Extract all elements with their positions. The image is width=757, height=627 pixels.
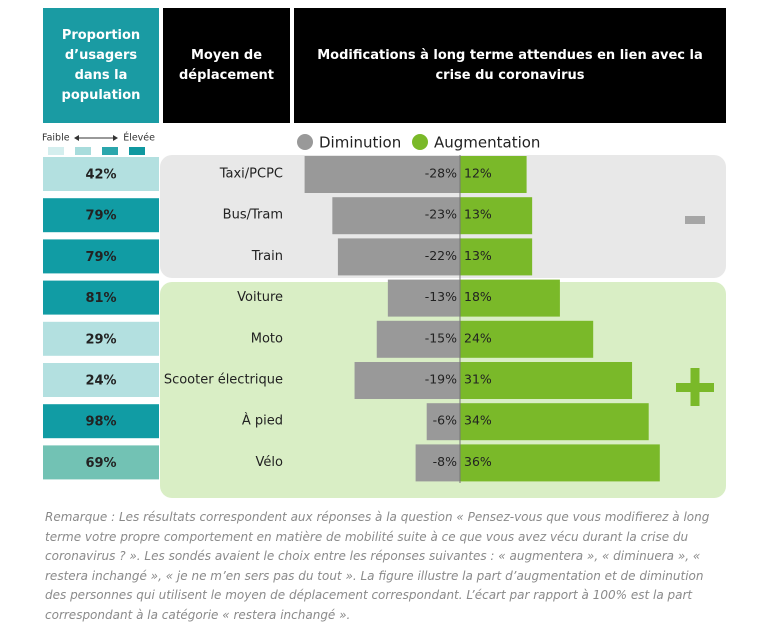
proportion-label: 79% — [85, 209, 116, 224]
proportion-label: 81% — [85, 291, 116, 306]
category-label: À pied — [242, 413, 283, 429]
proportion-box — [43, 157, 159, 191]
proportion-label: 24% — [85, 374, 116, 389]
value-label: 13% — [464, 207, 492, 222]
value-label: 34% — [464, 413, 492, 428]
bar — [460, 320, 594, 358]
scale-swatch — [129, 147, 145, 155]
legend-label: Augmentation — [434, 134, 540, 152]
proportion-label: 29% — [85, 332, 116, 347]
bar — [376, 320, 460, 358]
value-label: -8% — [433, 454, 457, 469]
scale-swatch — [75, 147, 91, 155]
value-label: -22% — [425, 248, 457, 263]
bar — [304, 156, 460, 193]
plus-sign-v — [690, 368, 700, 406]
bar — [460, 156, 527, 193]
value-label: -6% — [433, 413, 457, 428]
category-label: Train — [251, 249, 283, 264]
minus-sign — [685, 216, 705, 224]
proportion-box — [43, 445, 159, 480]
category-label: Voiture — [237, 290, 283, 305]
value-label: 18% — [464, 289, 492, 304]
scale-low: Faible — [42, 133, 70, 144]
proportion-box — [43, 404, 159, 439]
value-label: 13% — [464, 248, 492, 263]
bar — [460, 362, 633, 399]
note: Remarque : Les résultats correspondent a… — [45, 510, 710, 622]
header-proportion: Proportion d’usagers dans la population — [43, 8, 159, 123]
bar — [460, 238, 533, 276]
scale-swatch — [102, 147, 118, 155]
category-label: Taxi/PCPC — [219, 167, 283, 182]
value-label: -28% — [425, 166, 457, 181]
proportion-label: 98% — [85, 415, 116, 430]
proportion-box — [43, 239, 159, 274]
value-label: -13% — [425, 289, 457, 304]
bar — [460, 279, 560, 317]
value-label: 12% — [464, 166, 492, 181]
value-label: -23% — [425, 207, 457, 222]
category-label: Vélo — [256, 455, 283, 470]
bar — [354, 362, 460, 399]
proportion-label: 79% — [85, 250, 116, 265]
proportion-box — [43, 198, 159, 233]
proportion-box — [43, 280, 159, 315]
category-label: Scooter électrique — [164, 373, 283, 388]
legend-label: Diminution — [319, 134, 401, 152]
bar — [460, 403, 649, 441]
bar — [460, 197, 533, 235]
bar — [415, 444, 460, 482]
scale-arrowhead — [74, 135, 118, 141]
scale-high: Élevée — [123, 132, 155, 144]
proportion-label: 69% — [85, 456, 116, 471]
proportion-box — [43, 321, 159, 356]
value-label: 36% — [464, 454, 492, 469]
bar — [387, 279, 460, 317]
bar — [332, 197, 460, 235]
proportion-label: 42% — [85, 168, 116, 183]
category-label: Bus/Tram — [223, 208, 283, 223]
legend-swatch — [297, 134, 313, 150]
value-label: 31% — [464, 372, 492, 387]
value-label: -15% — [425, 330, 457, 345]
legend-swatch — [412, 134, 428, 150]
scale-swatch — [48, 147, 64, 155]
bar — [426, 403, 460, 441]
value-label: -19% — [425, 372, 457, 387]
bar — [337, 238, 460, 276]
header-changes: Modifications à long terme attendues en … — [294, 8, 726, 123]
value-label: 24% — [464, 330, 492, 345]
header-mode: Moyen de déplacement — [163, 8, 290, 123]
category-label: Moto — [251, 331, 283, 346]
proportion-box — [43, 363, 159, 397]
bar — [460, 444, 660, 482]
